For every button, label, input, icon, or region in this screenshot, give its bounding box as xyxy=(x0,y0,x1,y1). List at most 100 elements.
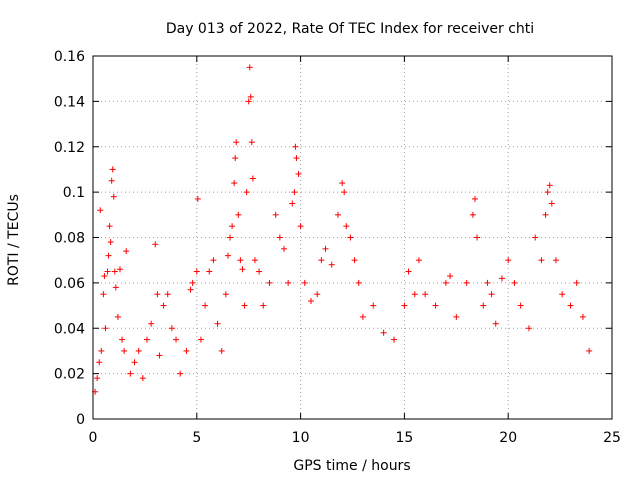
data-point xyxy=(546,182,553,189)
data-point xyxy=(295,170,302,177)
data-point xyxy=(480,302,487,309)
data-point xyxy=(411,291,418,298)
data-point xyxy=(127,370,134,377)
data-point xyxy=(442,279,449,286)
data-point xyxy=(322,245,329,252)
data-point xyxy=(469,211,476,218)
y-tick-label: 0.08 xyxy=(54,231,85,247)
data-point xyxy=(241,302,248,309)
data-point xyxy=(542,211,549,218)
data-point xyxy=(401,302,408,309)
data-point xyxy=(505,257,512,264)
data-point xyxy=(293,155,300,162)
data-point xyxy=(579,313,586,320)
data-point xyxy=(339,180,346,187)
y-tick-label: 0.14 xyxy=(54,94,85,110)
data-point xyxy=(202,302,209,309)
data-point xyxy=(548,200,555,207)
data-point xyxy=(218,347,225,354)
data-point xyxy=(341,189,348,196)
data-point xyxy=(183,347,190,354)
data-point xyxy=(538,257,545,264)
data-point xyxy=(104,268,111,275)
data-point xyxy=(474,234,481,241)
data-point xyxy=(328,261,335,268)
data-point xyxy=(447,273,454,280)
data-point xyxy=(148,320,155,327)
data-point xyxy=(297,223,304,230)
data-point xyxy=(107,239,114,246)
data-point xyxy=(355,279,362,286)
y-tick-label: 0.12 xyxy=(54,140,85,156)
data-point xyxy=(247,93,254,100)
data-point xyxy=(173,336,180,343)
data-point xyxy=(544,189,551,196)
data-point xyxy=(573,279,580,286)
data-point xyxy=(248,139,255,146)
data-point xyxy=(231,180,238,187)
data-point xyxy=(291,189,298,196)
data-point xyxy=(224,252,231,259)
data-point xyxy=(222,291,229,298)
data-point xyxy=(266,279,273,286)
y-axis-label: ROTI / TECUs xyxy=(6,194,22,286)
y-tick-label: 0.06 xyxy=(54,276,85,292)
x-tick-label: 20 xyxy=(499,430,517,446)
data-point xyxy=(98,347,105,354)
data-point xyxy=(343,223,350,230)
data-point xyxy=(484,279,491,286)
data-point xyxy=(586,347,593,354)
y-tick-label: 0.02 xyxy=(54,367,85,383)
data-point xyxy=(432,302,439,309)
data-point xyxy=(559,291,566,298)
y-tick-label: 0.04 xyxy=(54,321,85,337)
data-point xyxy=(227,234,234,241)
data-point xyxy=(471,195,478,202)
data-point xyxy=(152,241,159,248)
data-point xyxy=(160,302,167,309)
data-point xyxy=(187,286,194,293)
data-point xyxy=(101,273,108,280)
data-point xyxy=(289,200,296,207)
data-point xyxy=(415,257,422,264)
data-point xyxy=(116,266,123,273)
chart-title: Day 013 of 2022, Rate Of TEC Index for r… xyxy=(166,21,534,37)
data-point xyxy=(351,257,358,264)
data-point xyxy=(552,257,559,264)
data-point xyxy=(256,268,263,275)
data-point xyxy=(260,302,267,309)
data-point xyxy=(110,193,117,200)
x-tick-label: 10 xyxy=(292,430,310,446)
data-point xyxy=(249,175,256,182)
axis-ticks xyxy=(92,55,613,420)
data-point xyxy=(301,279,308,286)
data-point xyxy=(135,347,142,354)
data-point xyxy=(511,279,518,286)
data-point xyxy=(154,291,161,298)
data-point xyxy=(121,347,128,354)
data-point xyxy=(102,325,109,332)
data-point xyxy=(229,223,236,230)
data-point xyxy=(359,313,366,320)
data-point xyxy=(108,177,115,184)
data-point xyxy=(307,298,314,305)
data-point xyxy=(96,359,103,366)
data-point xyxy=(235,211,242,218)
data-point xyxy=(105,252,112,259)
y-tick-label: 0.1 xyxy=(63,185,85,201)
data-point xyxy=(272,211,279,218)
data-point xyxy=(314,291,321,298)
data-point xyxy=(251,257,258,264)
data-point xyxy=(318,257,325,264)
data-point xyxy=(119,336,126,343)
data-point xyxy=(214,320,221,327)
data-point xyxy=(488,291,495,298)
data-point xyxy=(463,279,470,286)
data-point xyxy=(347,234,354,241)
y-tick-label: 0.16 xyxy=(54,49,85,65)
data-point xyxy=(111,268,118,275)
data-point xyxy=(276,234,283,241)
data-point xyxy=(189,279,196,286)
data-point xyxy=(114,313,121,320)
